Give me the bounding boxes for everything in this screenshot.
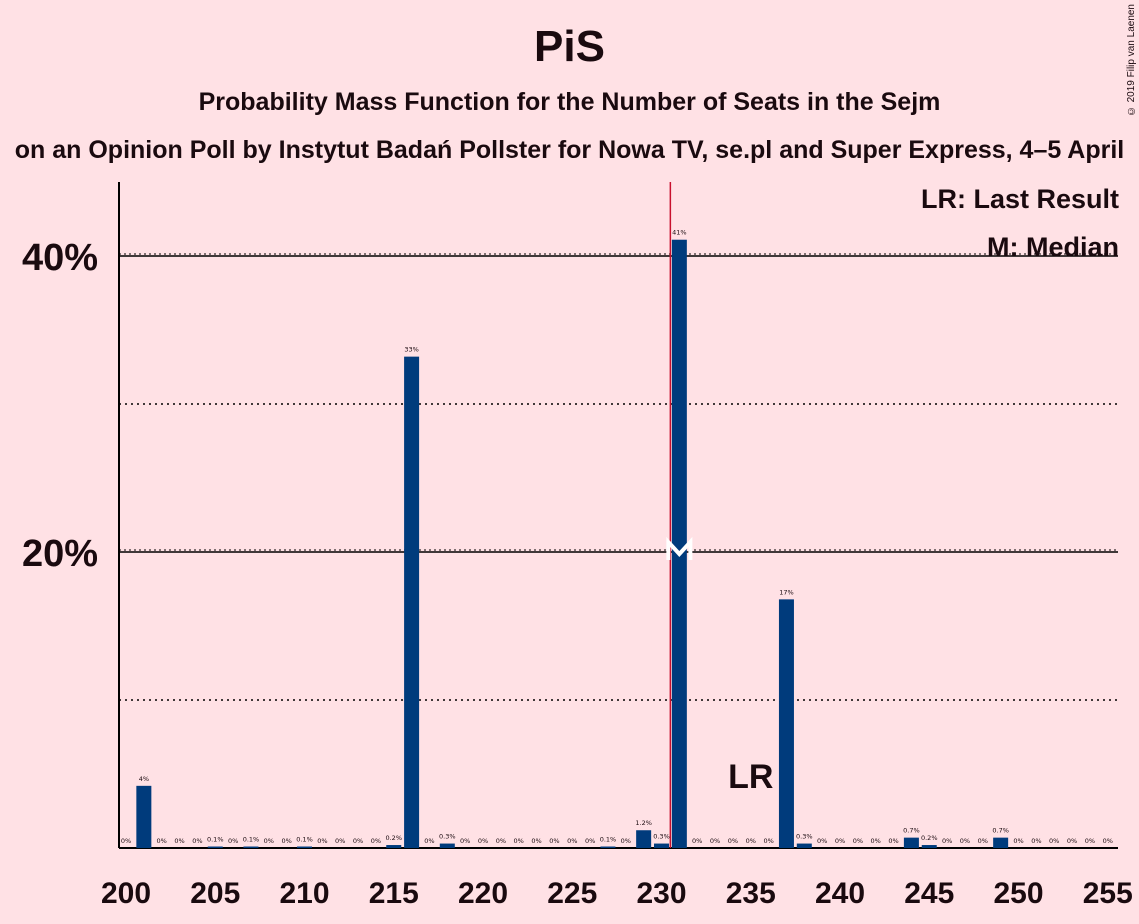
- bar-data-label: 0%: [871, 837, 881, 845]
- bar-data-label: 0%: [746, 837, 756, 845]
- x-tick-label: 205: [190, 877, 240, 910]
- bar-data-label: 0%: [549, 837, 559, 845]
- bar-data-label: 0%: [531, 837, 541, 845]
- bar-data-label: 0.7%: [903, 827, 920, 835]
- x-tick-label: 200: [101, 877, 151, 910]
- bar-data-label: 0%: [121, 837, 131, 845]
- bar: [921, 845, 937, 848]
- bar-data-label: 0%: [960, 837, 970, 845]
- bar-data-label: 0.1%: [600, 836, 617, 844]
- bar: [386, 845, 402, 848]
- bar: [993, 837, 1009, 848]
- chart-subtitle: Probability Mass Function for the Number…: [198, 88, 941, 116]
- bar-data-label: 0%: [228, 837, 238, 845]
- bar: [796, 843, 812, 848]
- bar-data-label: 0%: [1013, 837, 1023, 845]
- bar-data-label: 0%: [621, 837, 631, 845]
- bar-data-label: 17%: [779, 588, 793, 596]
- bar-data-label: 0%: [281, 837, 291, 845]
- legend-last-result: LR: Last Result: [920, 184, 1119, 214]
- bar-data-label: 0%: [728, 837, 738, 845]
- bar-data-label: 0%: [1049, 837, 1059, 845]
- bar-data-label: 0%: [888, 837, 898, 845]
- x-tick-label: 255: [1083, 877, 1133, 910]
- bar-data-label: 0.3%: [439, 833, 456, 841]
- x-tick-label: 210: [279, 877, 329, 910]
- bar-data-label: 0%: [1085, 837, 1095, 845]
- bar-data-label: 0.7%: [992, 827, 1009, 835]
- x-tick-label: 230: [636, 877, 686, 910]
- bar: [654, 843, 669, 848]
- bar-data-label: 0%: [710, 837, 720, 845]
- bar: [243, 846, 259, 848]
- bar: [671, 239, 687, 849]
- bar-data-label: 0.2%: [921, 834, 938, 842]
- bar: [600, 846, 616, 848]
- bar-data-label: 0%: [424, 837, 434, 845]
- bar-data-label: 0%: [496, 837, 506, 845]
- x-tick-label: 245: [904, 877, 954, 910]
- bar-data-label: 0%: [192, 837, 202, 845]
- bar-data-label: 0%: [371, 837, 381, 845]
- bar-data-label: 0.1%: [296, 836, 313, 844]
- bar-data-label: 0%: [1067, 837, 1077, 845]
- bar: [404, 356, 420, 848]
- bar-data-label: 4%: [139, 775, 149, 783]
- bar-data-label: 0%: [264, 837, 274, 845]
- bar-data-label: 0%: [478, 837, 488, 845]
- bar-data-label: 0%: [460, 837, 470, 845]
- bar-data-label: 0%: [585, 837, 595, 845]
- bar-data-label: 0%: [835, 837, 845, 845]
- bar-data-label: 0%: [174, 837, 184, 845]
- bar-data-label: 41%: [672, 229, 686, 237]
- bar-data-label: 0%: [514, 837, 524, 845]
- bar-data-label: 0%: [817, 837, 827, 845]
- bar-data-label: 0%: [853, 837, 863, 845]
- y-tick-label: 40%: [22, 237, 98, 279]
- bar-data-label: 0%: [692, 837, 702, 845]
- legend-median: M: Median: [987, 232, 1119, 262]
- bar-data-label: 0%: [335, 837, 345, 845]
- bar-data-label: 0%: [317, 837, 327, 845]
- bar-data-label: 0.1%: [207, 836, 224, 844]
- bar-data-label: 0%: [1103, 837, 1113, 845]
- chart-source: on an Opinion Poll by Instytut Badań Pol…: [14, 136, 1125, 164]
- bar: [439, 843, 455, 848]
- x-tick-label: 215: [369, 877, 419, 910]
- x-tick-label: 250: [993, 877, 1043, 910]
- bar-data-label: 0.2%: [385, 834, 402, 842]
- x-tick-label: 235: [726, 877, 776, 910]
- median-marker: [666, 536, 693, 560]
- bar-data-label: 1.2%: [635, 819, 652, 827]
- bar: [136, 785, 152, 848]
- bar: [207, 846, 223, 848]
- x-tick-label: 240: [815, 877, 865, 910]
- bar: [903, 837, 919, 848]
- bar-data-label: 0%: [1031, 837, 1041, 845]
- bar: [297, 846, 312, 848]
- bar-data-label: 0%: [157, 837, 167, 845]
- bar-data-label: 0.3%: [796, 833, 813, 841]
- bar-data-label: 33%: [404, 346, 418, 354]
- x-tick-label: 220: [458, 877, 508, 910]
- bar: [636, 830, 652, 848]
- bar-data-label: 0%: [763, 837, 773, 845]
- chart-title: PiS: [534, 22, 605, 71]
- last-result-marker: LR: [728, 758, 773, 796]
- bar-data-label: 0%: [942, 837, 952, 845]
- bar-data-label: 0.3%: [653, 833, 670, 841]
- bar: [778, 599, 794, 848]
- y-tick-label: 20%: [22, 533, 98, 575]
- bar-data-label: 0.1%: [243, 836, 260, 844]
- bar-data-label: 0%: [353, 837, 363, 845]
- bar-data-label: 0%: [567, 837, 577, 845]
- x-tick-label: 225: [547, 877, 597, 910]
- bar-data-label: 0%: [978, 837, 988, 845]
